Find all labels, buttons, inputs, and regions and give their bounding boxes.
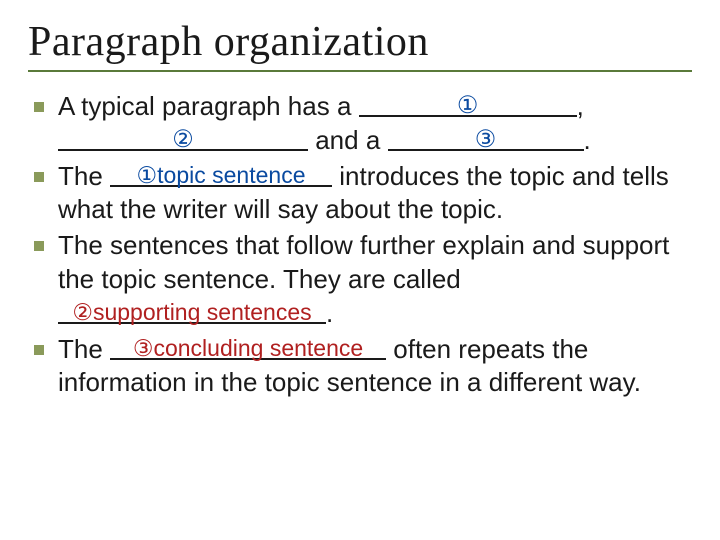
blank-1: ①	[359, 90, 577, 117]
blank-label: ②supporting sentences	[72, 299, 311, 325]
blank-label: ③	[475, 126, 497, 153]
bullet-item: A typical paragraph has a ①, ② and a ③.	[34, 90, 692, 158]
blank-topic: ①topic sentence	[110, 160, 332, 187]
blank-2: ②	[58, 124, 308, 151]
bullet-text: The sentences that follow further explai…	[58, 229, 692, 330]
text-fragment: ,	[577, 91, 584, 121]
bullet-text: A typical paragraph has a ①, ② and a ③.	[58, 90, 692, 158]
bullet-icon	[34, 345, 44, 355]
text-fragment: .	[584, 125, 591, 155]
text-fragment: The	[58, 334, 110, 364]
bullet-icon	[34, 241, 44, 251]
bullet-text: The ①topic sentence introduces the topic…	[58, 160, 692, 228]
blank-label: ①	[457, 92, 479, 119]
text-fragment: .	[326, 298, 333, 328]
blank-supporting: ②supporting sentences	[58, 297, 326, 324]
text-fragment: and a	[308, 125, 388, 155]
bullet-icon	[34, 172, 44, 182]
bullet-item: The ③concluding sentence often repeats t…	[34, 333, 692, 401]
bullet-item: The sentences that follow further explai…	[34, 229, 692, 330]
blank-label: ①topic sentence	[137, 162, 306, 188]
blank-label: ③concluding sentence	[133, 335, 363, 361]
slide-title: Paragraph organization	[28, 18, 692, 72]
slide: Paragraph organization A typical paragra…	[0, 0, 720, 540]
blank-3: ③	[388, 124, 584, 151]
text-fragment: A typical paragraph has a	[58, 91, 359, 121]
bullet-item: The ①topic sentence introduces the topic…	[34, 160, 692, 228]
text-fragment: The sentences that follow further explai…	[58, 230, 669, 294]
text-fragment: The	[58, 161, 110, 191]
blank-label: ②	[172, 126, 194, 153]
bullet-icon	[34, 102, 44, 112]
bullet-text: The ③concluding sentence often repeats t…	[58, 333, 692, 401]
blank-concluding: ③concluding sentence	[110, 333, 386, 360]
content-area: A typical paragraph has a ①, ② and a ③. …	[28, 90, 692, 400]
